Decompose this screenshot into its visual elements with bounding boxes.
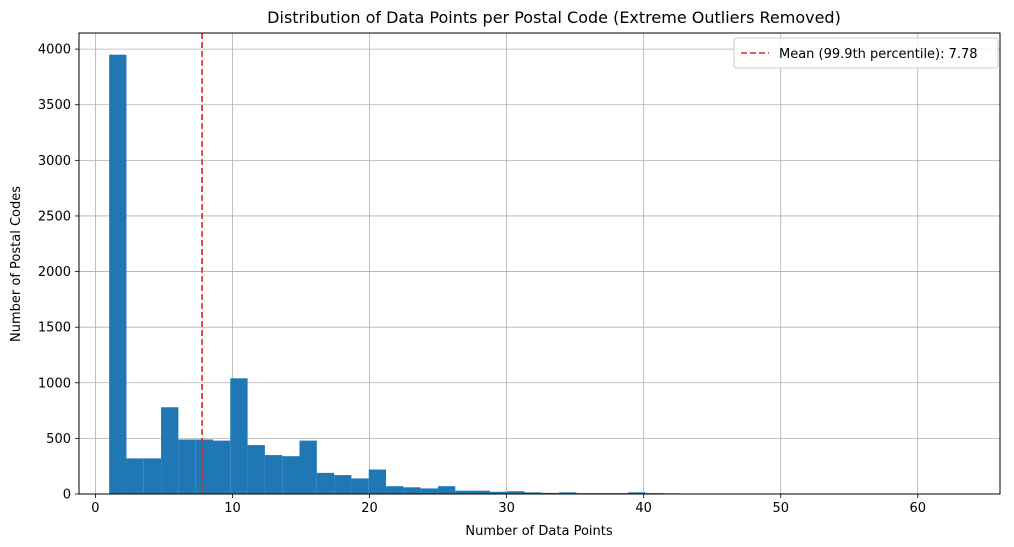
x-tick-label: 30 [498, 501, 515, 516]
chart-title: Distribution of Data Points per Postal C… [267, 8, 841, 27]
x-tick-label: 20 [361, 501, 378, 516]
histogram-bar [437, 486, 456, 494]
histogram-bar [455, 490, 473, 494]
y-tick-label: 3500 [38, 98, 71, 113]
histogram-bar [299, 440, 317, 494]
histogram-bar [230, 378, 248, 494]
histogram-bar [195, 439, 213, 494]
histogram-bar [507, 491, 525, 494]
histogram-bar [282, 456, 300, 494]
legend-label-mean: Mean (99.9th percentile): 7.78 [779, 47, 978, 62]
histogram-bar [316, 472, 335, 494]
x-tick-label: 0 [91, 501, 99, 516]
legend-box [733, 37, 999, 69]
y-axis-label: Number of Postal Codes [9, 186, 24, 342]
y-tick-label: 3000 [38, 154, 71, 169]
x-tick-label: 40 [635, 501, 652, 516]
histogram-bar [541, 492, 560, 494]
histogram-bar [403, 487, 421, 494]
y-tick-label: 1000 [38, 376, 71, 391]
y-tick-label: 2000 [38, 265, 71, 280]
histogram-bar [420, 488, 438, 494]
histogram-bar [143, 458, 162, 494]
histogram-bar [247, 445, 265, 494]
histogram-bar [351, 478, 369, 494]
axis-ticks: 0 10 20 30 40 50 60 0 500 1000 1500 2000 2500 3000 350… [38, 43, 926, 516]
y-tick-label: 0 [63, 488, 71, 503]
y-tick-label: 1500 [38, 321, 71, 336]
y-tick-label: 500 [46, 432, 71, 447]
y-tick-label: 4000 [38, 43, 71, 58]
histogram-bar [178, 439, 196, 494]
plot-frame [78, 32, 1001, 495]
x-axis-label: Number of Data Points [465, 524, 612, 539]
grid-lines [79, 33, 1000, 495]
y-tick-label: 2500 [38, 209, 71, 224]
x-tick-label: 50 [772, 501, 789, 516]
histogram-bar [559, 492, 577, 494]
histogram-bars [109, 54, 992, 495]
histogram-bar [126, 458, 144, 494]
histogram-bar [264, 455, 283, 494]
histogram-bar [368, 469, 387, 494]
histogram-bar [524, 492, 542, 494]
x-tick-label: 60 [909, 501, 926, 516]
histogram-bar [472, 490, 490, 494]
histogram-bar [386, 486, 404, 494]
histogram-bar [109, 54, 127, 495]
histogram-bar [628, 492, 646, 494]
histogram-bar [212, 440, 231, 494]
histogram-bar [489, 491, 508, 494]
histogram-bar [334, 475, 352, 494]
legend: Mean (99.9th percentile): 7.78 [733, 37, 999, 69]
histogram-bar [161, 407, 179, 494]
x-tick-label: 10 [224, 501, 241, 516]
